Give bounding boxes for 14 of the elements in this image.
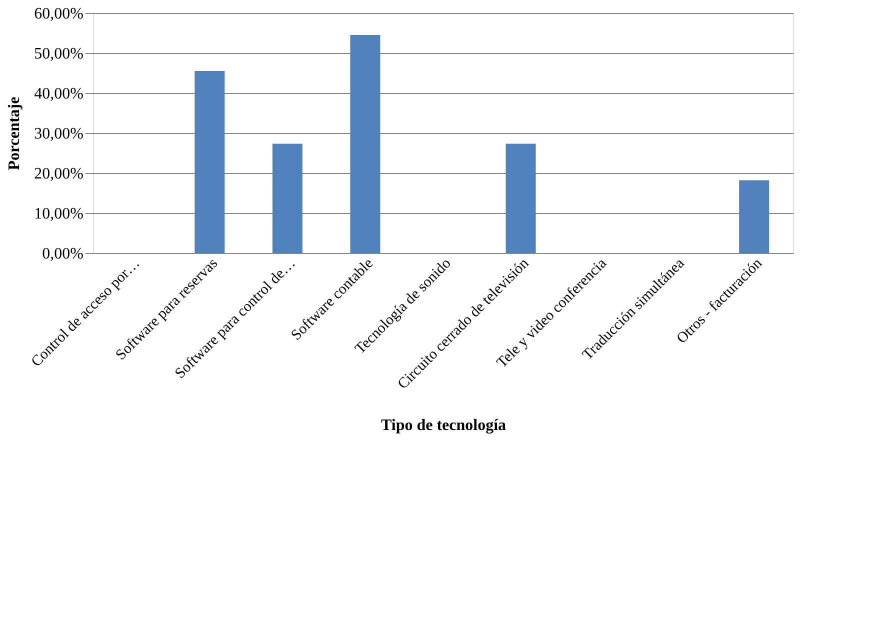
y-tick-label: 50,00% — [34, 46, 84, 62]
y-tick-label: 30,00% — [34, 126, 84, 142]
bar — [272, 144, 302, 253]
y-tick-label: 40,00% — [34, 86, 84, 102]
y-tick-label: 20,00% — [34, 166, 84, 182]
y-axis-title: Porcentaje — [6, 96, 24, 170]
bar — [506, 144, 536, 253]
x-axis-title: Tipo de tecnología — [380, 416, 506, 434]
bar — [350, 35, 380, 253]
y-tick-label: 0,00% — [42, 246, 84, 262]
y-tick-label: 10,00% — [34, 206, 84, 222]
y-tick-label: 60,00% — [34, 6, 84, 22]
bar — [739, 180, 770, 253]
bar — [194, 71, 225, 253]
